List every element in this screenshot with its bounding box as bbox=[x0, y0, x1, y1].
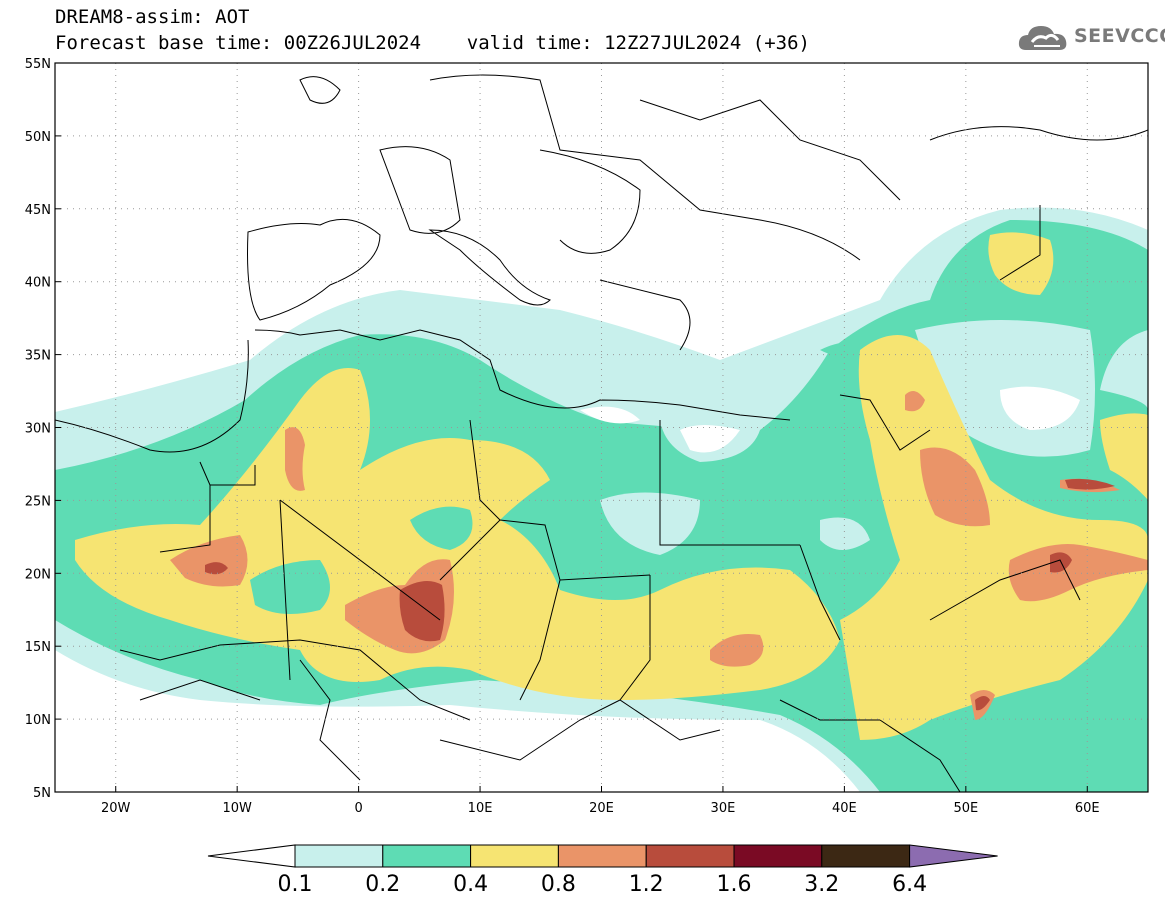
aot-level-1.2 bbox=[205, 478, 1115, 711]
lat-tick-label: 55N bbox=[25, 57, 51, 72]
lon-tick-label: 20W bbox=[101, 801, 131, 816]
colorbar-box bbox=[470, 844, 559, 868]
seevccc-logo: SEEVCCC bbox=[1016, 20, 1165, 56]
lon-tick-label: 50E bbox=[953, 801, 978, 816]
lat-tick-label: 25N bbox=[25, 494, 51, 509]
lat-tick-label: 5N bbox=[33, 786, 51, 801]
colorbar-box bbox=[294, 844, 384, 868]
lon-tick-label: 10W bbox=[222, 801, 252, 816]
longitude-axis: 20W 10W 0 10E 20E 30E 40E 50E 60E bbox=[101, 786, 1100, 816]
colorbar-over-triangle bbox=[909, 844, 998, 868]
lon-tick-label: 0 bbox=[354, 801, 362, 816]
colorbar-label: 3.2 bbox=[804, 872, 839, 897]
logo-text: SEEVCCC bbox=[1074, 25, 1165, 47]
colorbar-box bbox=[821, 844, 911, 868]
lat-tick-label: 40N bbox=[25, 276, 51, 291]
aot-yellow-holes bbox=[250, 506, 590, 614]
colorbar-label: 1.2 bbox=[629, 872, 664, 897]
colorbar-box bbox=[557, 844, 647, 868]
forecast-time-line: Forecast base time: 00Z26JUL2024 valid t… bbox=[55, 32, 810, 54]
lat-tick-label: 45N bbox=[25, 203, 51, 218]
colorbar-under-triangle bbox=[207, 844, 296, 868]
colorbar-label: 0.8 bbox=[541, 872, 576, 897]
colorbar-label: 6.4 bbox=[892, 872, 927, 897]
colorbar-label: 0.1 bbox=[278, 872, 313, 897]
lat-tick-label: 35N bbox=[25, 349, 51, 364]
lon-tick-label: 20E bbox=[589, 801, 614, 816]
colorbar-box bbox=[382, 844, 472, 868]
map-title: DREAM8-assim: AOT bbox=[55, 6, 250, 28]
colorbar-boxes bbox=[207, 844, 998, 868]
lon-tick-label: 10E bbox=[468, 801, 493, 816]
latitude-axis: 55N 50N 45N 40N 35N 30N 25N 20N 15N 10N 5N bbox=[25, 57, 61, 801]
country-borders bbox=[55, 74, 1148, 792]
lat-tick-label: 30N bbox=[25, 422, 51, 437]
lat-tick-label: 15N bbox=[25, 640, 51, 655]
colorbar-label: 0.4 bbox=[453, 872, 488, 897]
colorbar-labels: 0.1 0.2 0.4 0.8 1.2 1.6 3.2 6.4 bbox=[278, 872, 928, 897]
colorbar-label: 1.6 bbox=[717, 872, 752, 897]
lat-tick-label: 20N bbox=[25, 567, 51, 582]
cloud-icon bbox=[1018, 26, 1067, 50]
lat-tick-label: 50N bbox=[25, 130, 51, 145]
colorbar-box bbox=[733, 844, 823, 868]
colorbar-label: 0.2 bbox=[365, 872, 400, 897]
colorbar-box bbox=[645, 844, 735, 868]
lon-tick-label: 60E bbox=[1075, 801, 1100, 816]
lon-tick-label: 30E bbox=[711, 801, 736, 816]
lon-tick-label: 40E bbox=[832, 801, 857, 816]
lat-tick-label: 10N bbox=[25, 713, 51, 728]
